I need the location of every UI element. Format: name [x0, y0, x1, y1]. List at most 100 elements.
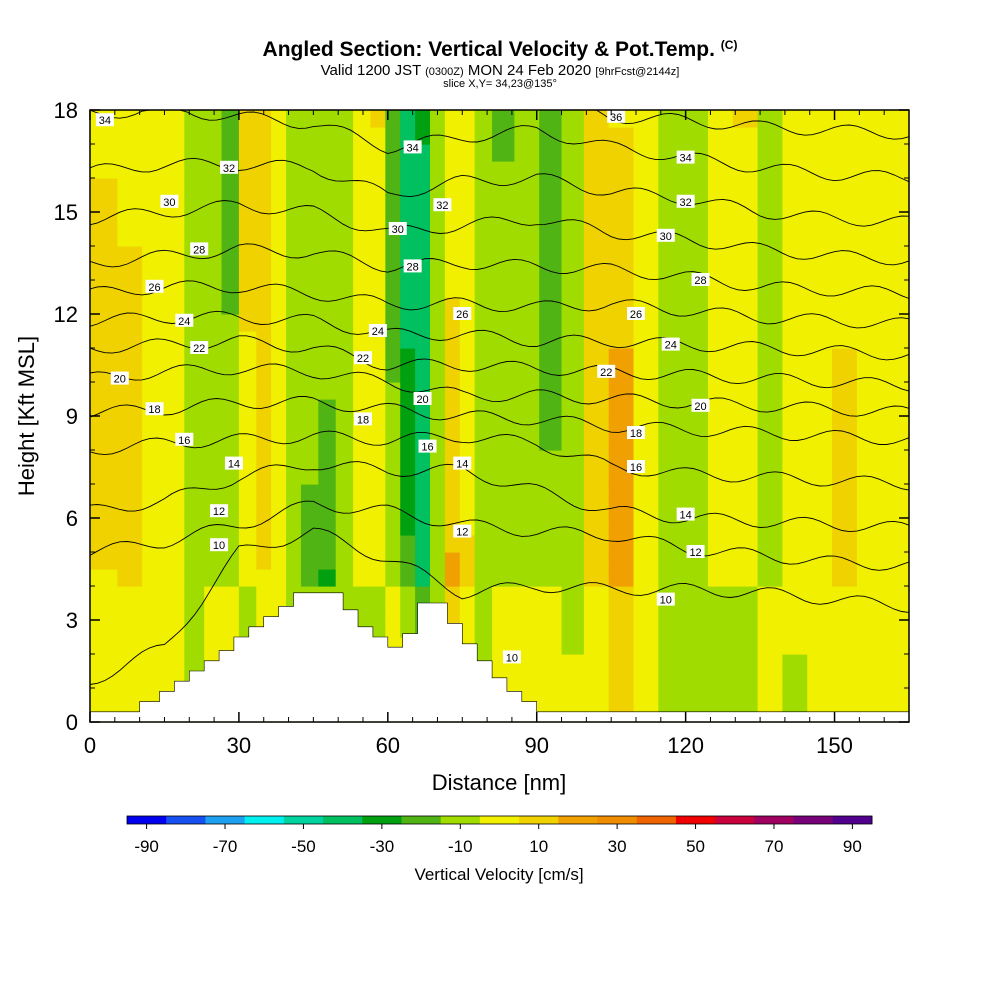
- velocity-cell: [881, 382, 910, 400]
- velocity-cell: [256, 246, 272, 264]
- velocity-cell: [881, 603, 910, 621]
- contour-label-box: [403, 259, 422, 273]
- velocity-cell: [707, 637, 734, 655]
- velocity-cell: [204, 382, 223, 400]
- velocity-cell: [633, 144, 659, 162]
- contour-label-box: [691, 273, 710, 286]
- velocity-cell: [782, 603, 808, 621]
- velocity-cell: [385, 569, 401, 587]
- velocity-cell: [561, 688, 585, 706]
- velocity-cell: [561, 110, 585, 128]
- velocity-cell: [832, 416, 858, 434]
- velocity-cell: [221, 467, 240, 485]
- velocity-cell: [256, 535, 272, 553]
- velocity-cell: [300, 314, 319, 332]
- velocity-cell: [561, 246, 585, 264]
- velocity-cell: [658, 467, 684, 485]
- velocity-cell: [318, 365, 337, 383]
- contour-label: 34: [95, 113, 114, 127]
- velocity-cell: [608, 229, 635, 247]
- velocity-cell: [430, 535, 446, 553]
- velocity-cell: [117, 110, 143, 128]
- velocity-cell: [856, 620, 883, 638]
- velocity-cell: [117, 127, 143, 145]
- velocity-cell: [430, 450, 446, 468]
- velocity-cell: [221, 382, 240, 400]
- velocity-cell: [385, 501, 401, 519]
- velocity-cell: [633, 569, 659, 587]
- velocity-cell: [757, 178, 784, 196]
- velocity-cell: [300, 365, 319, 383]
- velocity-cell: [90, 314, 118, 332]
- contour-label-box: [413, 392, 432, 405]
- velocity-cell: [238, 195, 257, 213]
- velocity-cell: [782, 518, 808, 536]
- contour-label: 10: [656, 592, 675, 607]
- velocity-cell: [256, 144, 272, 162]
- velocity-cell: [238, 535, 257, 553]
- velocity-cell: [608, 263, 635, 281]
- velocity-cell: [90, 552, 118, 570]
- velocity-cell: [271, 450, 287, 468]
- velocity-cell: [832, 280, 858, 298]
- velocity-cell: [707, 399, 734, 417]
- velocity-cell: [271, 501, 287, 519]
- velocity-cell: [782, 110, 808, 128]
- velocity-cell: [583, 297, 610, 315]
- velocity-cell: [757, 399, 784, 417]
- velocity-cell: [385, 263, 401, 281]
- velocity-cell: [353, 484, 372, 502]
- velocity-cell: [353, 263, 372, 281]
- velocity-cell: [832, 348, 858, 366]
- velocity-cell: [732, 501, 759, 519]
- velocity-cell: [782, 348, 808, 366]
- velocity-cell: [608, 331, 635, 349]
- velocity-cell: [474, 518, 493, 536]
- velocity-cell: [164, 552, 185, 570]
- velocity-cell: [782, 382, 808, 400]
- velocity-cell: [353, 331, 372, 349]
- velocity-cell: [732, 229, 759, 247]
- velocity-cell: [286, 297, 302, 315]
- velocity-cell: [539, 552, 563, 570]
- velocity-cell: [832, 535, 858, 553]
- velocity-cell: [444, 484, 461, 502]
- velocity-cell: [881, 161, 910, 179]
- velocity-cell: [142, 603, 166, 621]
- contour-label-box: [219, 160, 238, 174]
- velocity-cell: [583, 280, 610, 298]
- velocity-cell: [782, 144, 808, 162]
- contour-label: 34: [676, 150, 695, 165]
- velocity-cell: [430, 314, 446, 332]
- velocity-cell: [583, 637, 610, 655]
- velocity-cell: [430, 569, 446, 587]
- velocity-cell: [881, 331, 910, 349]
- velocity-cell: [117, 603, 143, 621]
- velocity-cell: [415, 535, 431, 553]
- theta-contour-26: [89, 280, 910, 329]
- velocity-cell: [707, 433, 734, 451]
- velocity-cell: [492, 178, 515, 196]
- velocity-cell: [318, 195, 337, 213]
- contour-label: 32: [676, 194, 695, 209]
- velocity-cell: [370, 144, 386, 162]
- velocity-cell: [856, 331, 883, 349]
- velocity-cell: [286, 433, 302, 451]
- potential-temperature-contours: [89, 109, 910, 685]
- velocity-cell: [633, 535, 659, 553]
- velocity-cell: [271, 161, 287, 179]
- velocity-cell: [832, 450, 858, 468]
- velocity-cell: [633, 620, 659, 638]
- velocity-cell: [459, 127, 476, 145]
- velocity-cell: [832, 229, 858, 247]
- velocity-cell: [400, 552, 416, 570]
- velocity-cell: [204, 637, 223, 655]
- velocity-cell: [221, 178, 240, 196]
- velocity-cell: [608, 603, 635, 621]
- velocity-cell: [807, 484, 833, 502]
- velocity-cell: [90, 518, 118, 536]
- velocity-cell: [318, 127, 337, 145]
- velocity-cell: [539, 586, 563, 604]
- velocity-cell: [856, 280, 883, 298]
- velocity-cell: [444, 501, 461, 519]
